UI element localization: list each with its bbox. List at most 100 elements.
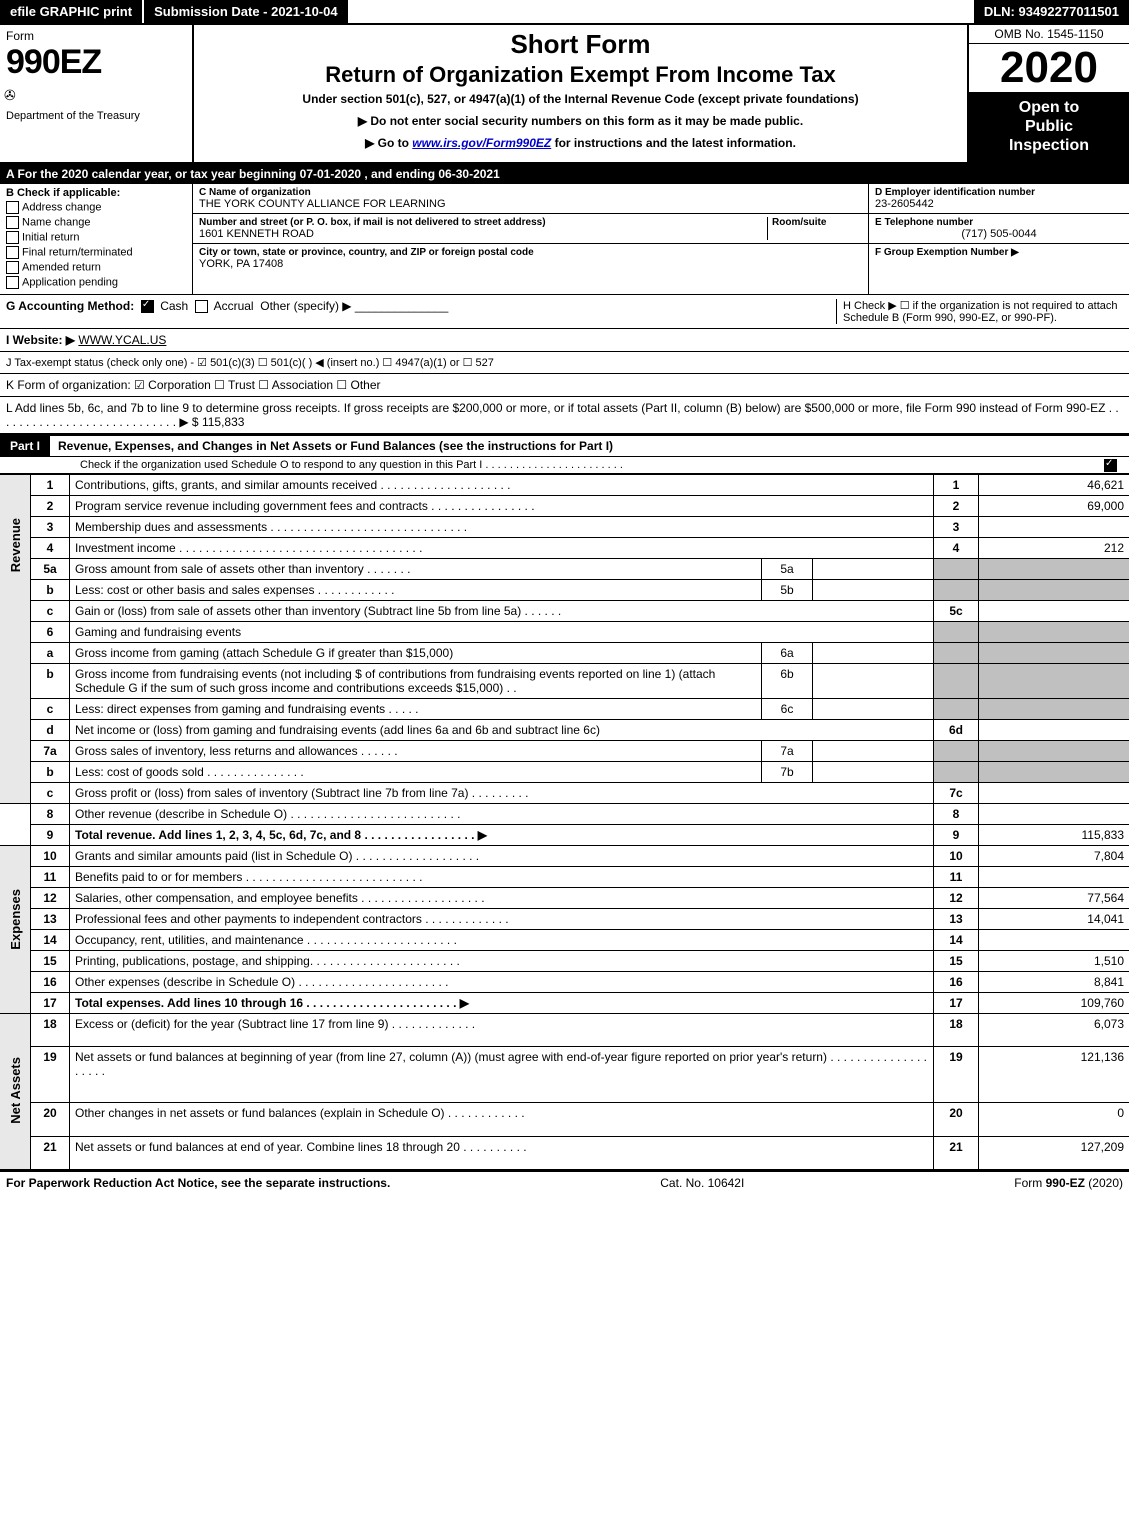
line-7a-gray [934, 740, 979, 761]
form-number: 990EZ [6, 43, 186, 82]
line-6a-gray-val [979, 642, 1129, 663]
check-address-change[interactable]: Address change [6, 201, 186, 214]
line-17-text: Total expenses. Add lines 10 through 16 … [70, 992, 934, 1013]
line-2-num: 2 [31, 495, 70, 516]
part-1-schedule-o-check[interactable] [1104, 459, 1117, 472]
section-h-text: H Check ▶ ☐ if the organization is not r… [836, 299, 1123, 324]
line-5b-gray-val [979, 579, 1129, 600]
line-9-rnum: 9 [934, 824, 979, 845]
line-6b-num: b [31, 663, 70, 698]
line-19-rnum: 19 [934, 1047, 979, 1103]
line-6a-sub: 6a [762, 642, 813, 663]
line-5c-rnum: 5c [934, 600, 979, 621]
line-14-text: Occupancy, rent, utilities, and maintena… [70, 929, 934, 950]
line-5b-num: b [31, 579, 70, 600]
line-1-val: 46,621 [979, 474, 1129, 495]
line-1-rnum: 1 [934, 474, 979, 495]
line-10-num: 10 [31, 845, 70, 866]
form-header: Form 990EZ ✇ Department of the Treasury … [0, 25, 1129, 164]
line-8-num: 8 [31, 803, 70, 824]
header-left: Form 990EZ ✇ Department of the Treasury [0, 25, 194, 162]
line-16-num: 16 [31, 971, 70, 992]
line-18-val: 6,073 [979, 1013, 1129, 1047]
ein-value: 23-2605442 [875, 198, 1123, 210]
line-6c-sub: 6c [762, 698, 813, 719]
line-17-val: 109,760 [979, 992, 1129, 1013]
line-6-num: 6 [31, 621, 70, 642]
line-18-rnum: 18 [934, 1013, 979, 1047]
line-2-text: Program service revenue including govern… [70, 495, 934, 516]
part-1-header: Part I Revenue, Expenses, and Changes in… [0, 435, 1129, 457]
line-9-text: Total revenue. Add lines 1, 2, 3, 4, 5c,… [70, 824, 934, 845]
line-6b-sub: 6b [762, 663, 813, 698]
org-info-row: B Check if applicable: Address change Na… [0, 184, 1129, 295]
section-l-value: 115,833 [202, 415, 245, 429]
treasury-seal-icon: ✇ [4, 87, 16, 104]
line-2-rnum: 2 [934, 495, 979, 516]
line-6d-val [979, 719, 1129, 740]
line-19-text: Net assets or fund balances at beginning… [70, 1047, 934, 1103]
line-6c-gray [934, 698, 979, 719]
line-11-num: 11 [31, 866, 70, 887]
part-1-label: Part I [0, 436, 50, 456]
footer-right: Form 990-EZ (2020) [1014, 1176, 1123, 1190]
dln-label: DLN: 93492277011501 [974, 0, 1129, 23]
line-10-val: 7,804 [979, 845, 1129, 866]
line-21-text: Net assets or fund balances at end of ye… [70, 1136, 934, 1170]
line-6d-text: Net income or (loss) from gaming and fun… [70, 719, 934, 740]
section-g-label: G Accounting Method: [6, 299, 134, 313]
line-4-num: 4 [31, 537, 70, 558]
section-k-block: K Form of organization: ☑ Corporation ☐ … [0, 374, 1129, 397]
footer-mid: Cat. No. 10642I [660, 1176, 744, 1190]
d-ein-label: D Employer identification number [875, 187, 1123, 198]
line-6a-subval [813, 642, 934, 663]
line-3-text: Membership dues and assessments . . . . … [70, 516, 934, 537]
line-5b-sub: 5b [762, 579, 813, 600]
line-10-text: Grants and similar amounts paid (list in… [70, 845, 934, 866]
line-6a-num: a [31, 642, 70, 663]
check-initial-return[interactable]: Initial return [6, 231, 186, 244]
check-final-return[interactable]: Final return/terminated [6, 246, 186, 259]
short-form-title: Short Form [200, 29, 961, 60]
line-5a-gray-val [979, 558, 1129, 579]
line-5b-gray [934, 579, 979, 600]
return-title: Return of Organization Exempt From Incom… [200, 62, 961, 88]
tax-year: 2020 [969, 44, 1129, 92]
line-6-gray [934, 621, 979, 642]
check-name-change[interactable]: Name change [6, 216, 186, 229]
efile-print-button[interactable]: efile GRAPHIC print [0, 0, 142, 23]
check-amended-return[interactable]: Amended return [6, 261, 186, 274]
section-b-checks: B Check if applicable: Address change Na… [0, 184, 193, 294]
line-6c-text: Less: direct expenses from gaming and fu… [70, 698, 762, 719]
org-name: THE YORK COUNTY ALLIANCE FOR LEARNING [199, 198, 862, 210]
line-18-text: Excess or (deficit) for the year (Subtra… [70, 1013, 934, 1047]
line-20-val: 0 [979, 1103, 1129, 1137]
website-value: WWW.YCAL.US [78, 333, 166, 347]
open-public-badge: Open to Public Inspection [969, 92, 1129, 162]
line-4-rnum: 4 [934, 537, 979, 558]
line-4-val: 212 [979, 537, 1129, 558]
line-7b-text: Less: cost of goods sold . . . . . . . .… [70, 761, 762, 782]
check-application-pending[interactable]: Application pending [6, 276, 186, 289]
part-1-title: Revenue, Expenses, and Changes in Net As… [50, 436, 621, 456]
under-section-text: Under section 501(c), 527, or 4947(a)(1)… [200, 92, 961, 106]
line-6a-text: Gross income from gaming (attach Schedul… [70, 642, 762, 663]
check-cash[interactable] [141, 300, 154, 313]
check-accrual[interactable] [195, 300, 208, 313]
line-7b-subval [813, 761, 934, 782]
f-group-label: F Group Exemption Number ▶ [875, 247, 1123, 258]
line-11-val [979, 866, 1129, 887]
line-5a-subval [813, 558, 934, 579]
line-7b-sub: 7b [762, 761, 813, 782]
line-7a-sub: 7a [762, 740, 813, 761]
section-g-h-block: H Check ▶ ☐ if the organization is not r… [0, 295, 1129, 329]
irs-link[interactable]: www.irs.gov/Form990EZ [412, 136, 551, 150]
line-7b-num: b [31, 761, 70, 782]
line-18-num: 18 [31, 1013, 70, 1047]
e-phone-label: E Telephone number [875, 217, 1123, 228]
line-15-text: Printing, publications, postage, and shi… [70, 950, 934, 971]
line-9-val: 115,833 [979, 824, 1129, 845]
line-6b-subval [813, 663, 934, 698]
line-14-rnum: 14 [934, 929, 979, 950]
line-21-rnum: 21 [934, 1136, 979, 1170]
